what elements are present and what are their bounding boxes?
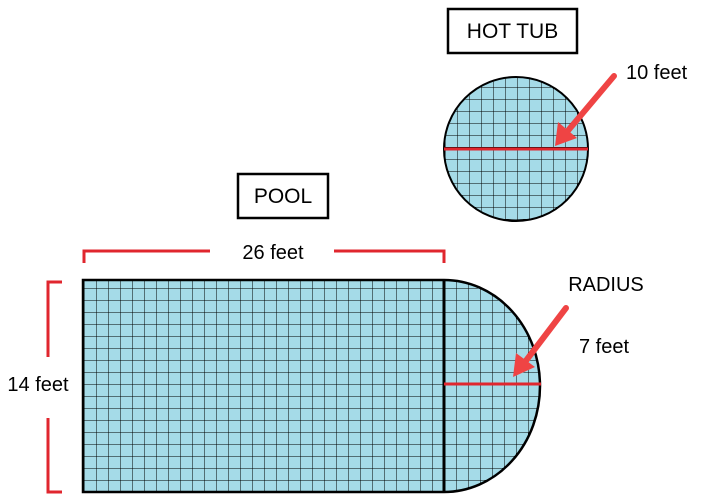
hot-tub-arrow [555, 73, 617, 146]
hot-tub-measurement-label: 10 feet [626, 62, 688, 84]
pool-radius-label: 7 feet [579, 336, 629, 358]
pool-length-label: 26 feet [242, 242, 304, 264]
radius-arrow [513, 305, 569, 377]
radius-label: RADIUS [568, 274, 644, 296]
pool-title: POOL [254, 185, 312, 208]
hot-tub-title-box [446, 7, 579, 55]
width-dimension [46, 280, 62, 494]
pool-water [83, 280, 540, 492]
pool-title-box [236, 172, 330, 220]
hot-tub-title: HOT TUB [467, 20, 558, 43]
pool-outline [81, 278, 542, 494]
pool [81, 278, 542, 494]
length-dimension [82, 249, 446, 263]
pool-width-label: 14 feet [7, 374, 69, 396]
hot-tub: HOT TUB 10 feet [443, 7, 688, 222]
